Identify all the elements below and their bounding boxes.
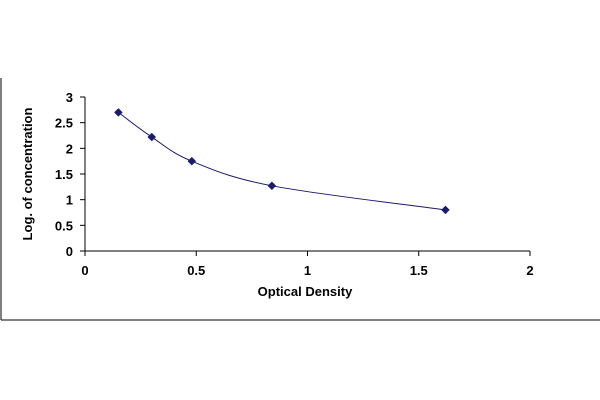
x-axis-ticks: 0 0.5 1 1.5 2 <box>81 251 534 278</box>
y-tick-label: 2.5 <box>55 116 73 131</box>
y-tick-label: 1 <box>66 193 73 208</box>
x-tick-label: 0.5 <box>187 263 205 278</box>
x-axis-title: Optical Density <box>258 284 353 299</box>
data-point <box>267 181 277 191</box>
y-axis-title: Log. of concentration <box>20 108 35 241</box>
y-tick-label: 2 <box>66 141 73 156</box>
data-points <box>114 108 450 215</box>
x-tick-label: 0 <box>81 263 88 278</box>
x-tick-label: 1.5 <box>410 263 428 278</box>
y-tick-label: 1.5 <box>55 167 73 182</box>
data-point <box>147 132 157 142</box>
y-tick-label: 3 <box>66 90 73 105</box>
y-tick-label: 0 <box>66 244 73 259</box>
data-point <box>187 156 197 166</box>
y-tick-label: 0.5 <box>55 218 73 233</box>
x-tick-label: 1 <box>304 263 311 278</box>
data-point <box>114 108 123 117</box>
data-point <box>441 205 450 215</box>
fit-curve <box>118 111 446 211</box>
y-axis-ticks: 0 0.5 1 1.5 2 2.5 3 <box>55 90 85 259</box>
x-tick-label: 2 <box>526 263 533 278</box>
